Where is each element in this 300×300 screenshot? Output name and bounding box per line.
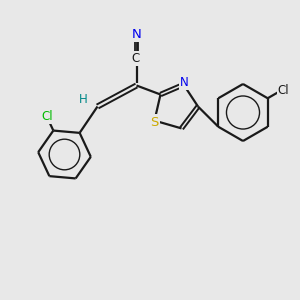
Text: N: N: [180, 76, 189, 89]
Text: Cl: Cl: [41, 110, 52, 123]
Text: Cl: Cl: [278, 84, 290, 97]
Text: H: H: [79, 93, 88, 106]
Text: S: S: [150, 116, 159, 129]
Text: C: C: [131, 52, 139, 65]
Text: N: N: [132, 28, 141, 41]
